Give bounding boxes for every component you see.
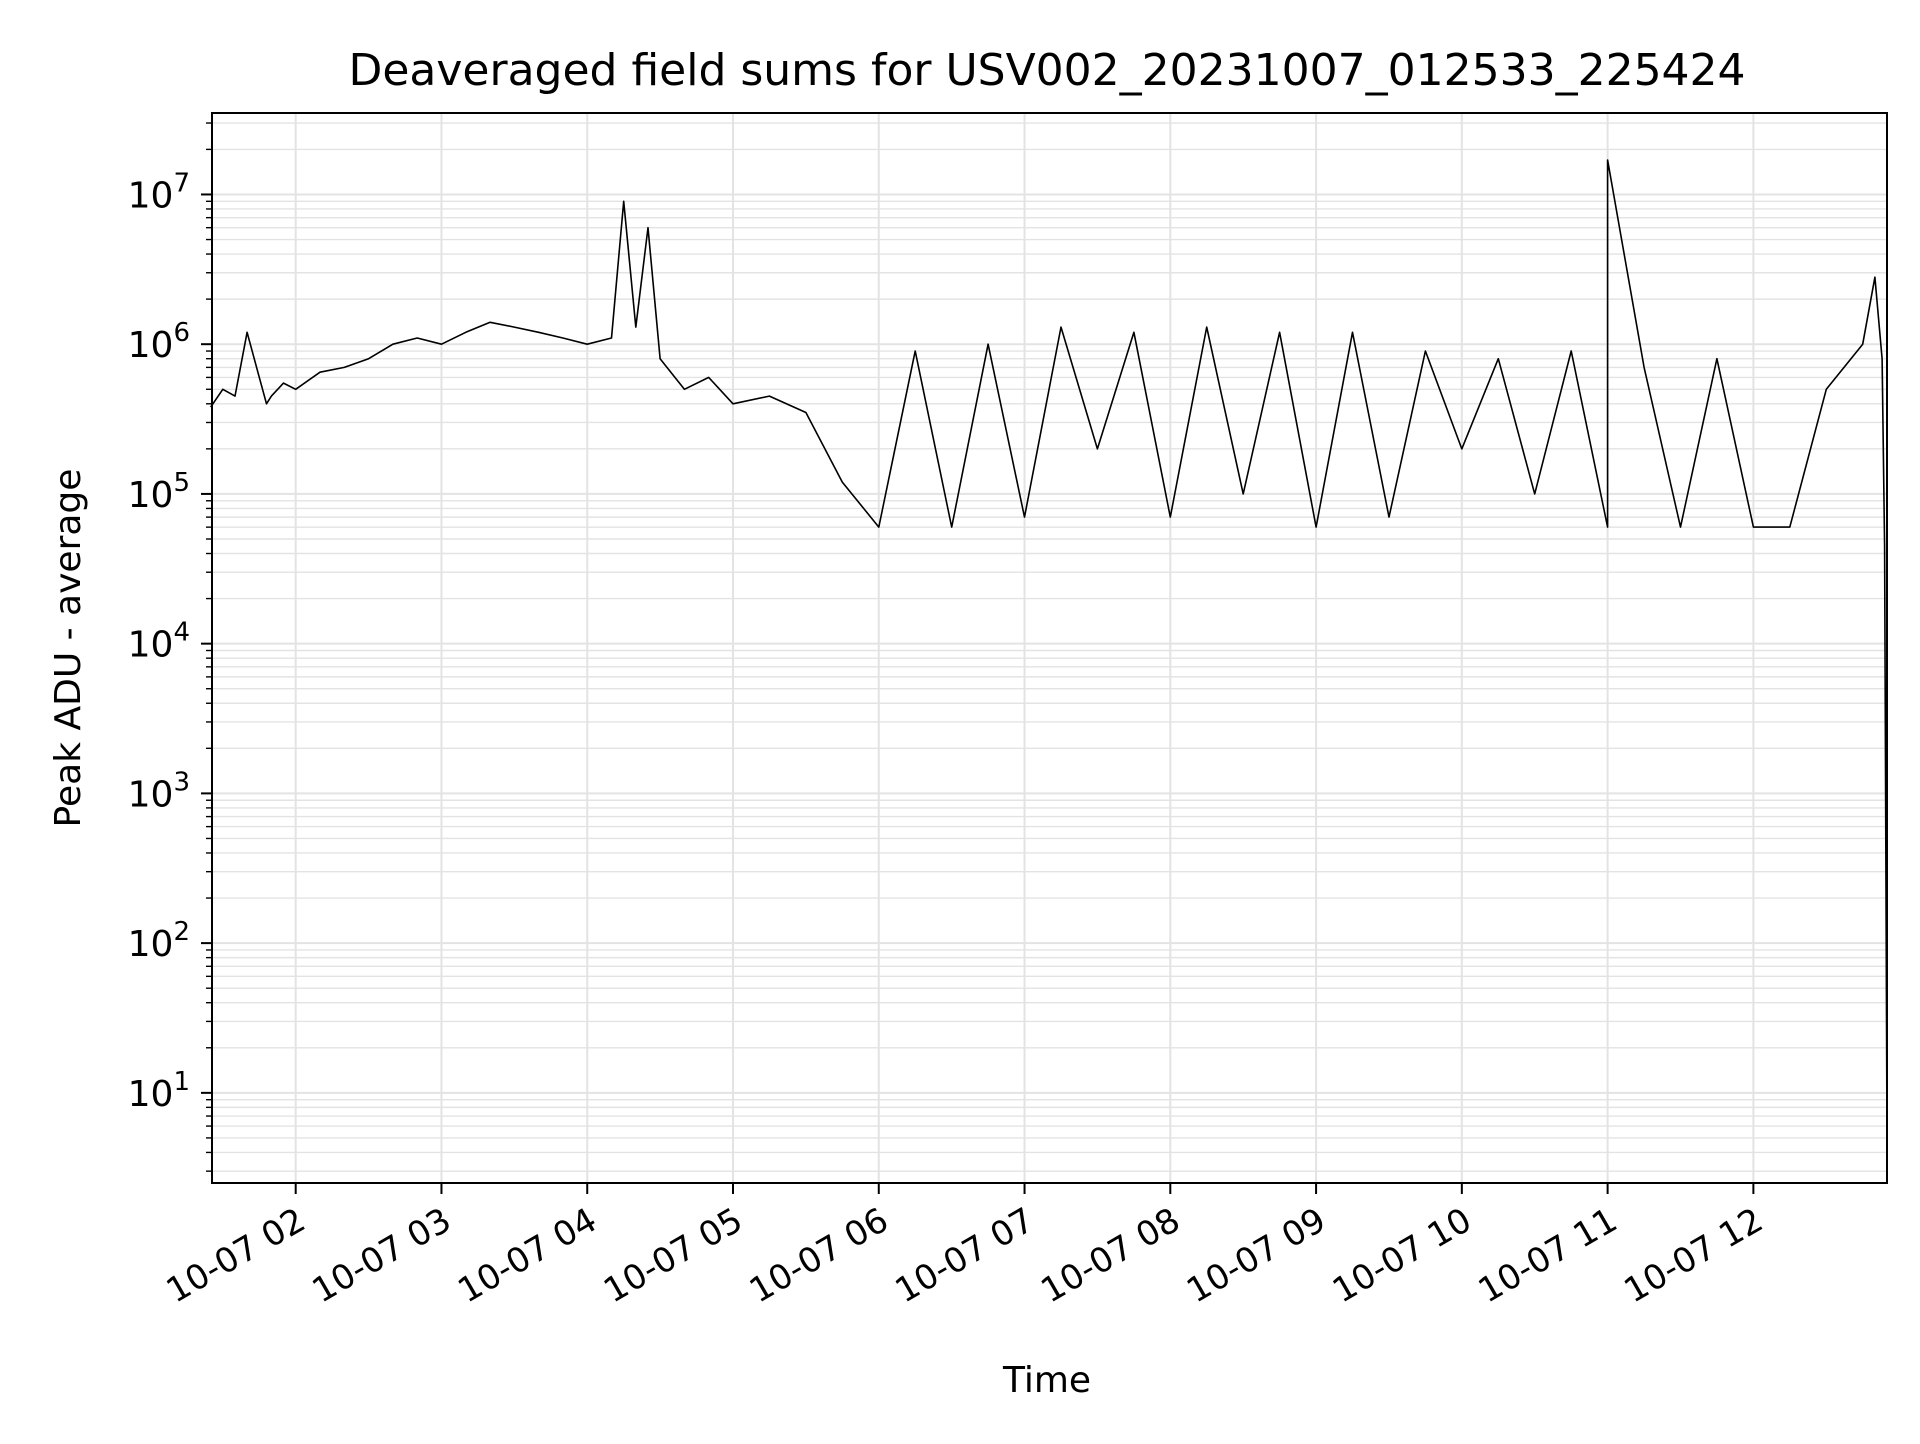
y-tick-label: 103 xyxy=(128,767,190,815)
data-series xyxy=(210,159,1888,1138)
x-axis-label: Time xyxy=(1002,1360,1091,1401)
series-line xyxy=(210,159,1888,1138)
chart-title: Deaveraged field sums for USV002_2023100… xyxy=(348,45,1745,96)
plot-frame xyxy=(211,112,1888,1184)
y-axis-label: Peak ADU - average xyxy=(48,469,89,828)
